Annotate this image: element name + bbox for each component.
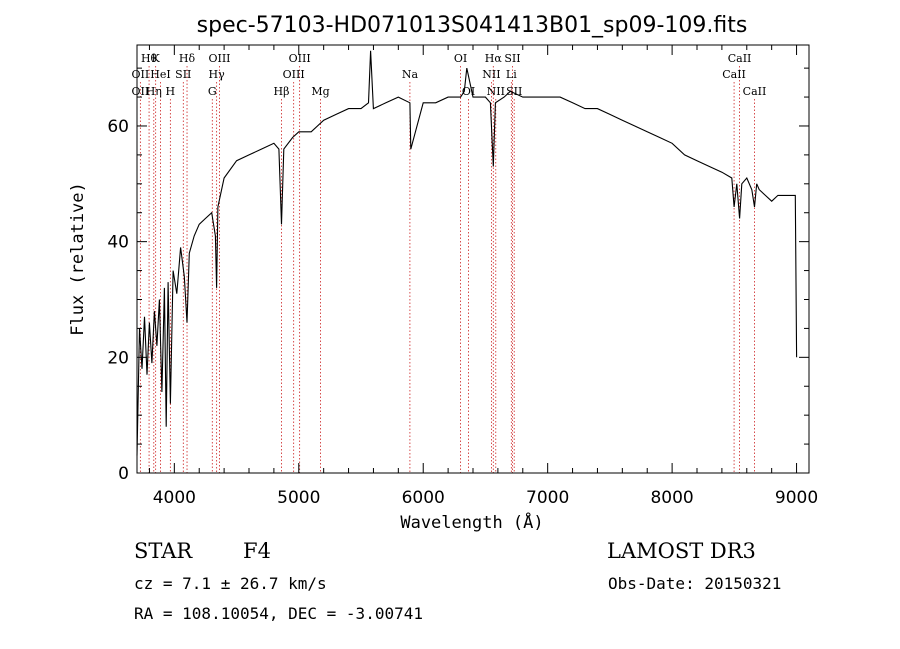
spectral-line-label: OII <box>132 85 150 98</box>
spectral-line-label: HeI <box>150 68 170 81</box>
y-tick-label: 60 <box>107 117 129 137</box>
y-axis-ticks: 0 20 40 60 <box>107 67 809 484</box>
spectral-line-label: OII <box>132 68 150 81</box>
y-tick-label: 20 <box>107 348 129 368</box>
observation-date: Obs-Date: 20150321 <box>608 574 782 593</box>
spectral-line-label: SII <box>175 68 191 81</box>
spectral-line-label: OIII <box>289 52 311 65</box>
x-tick-label: 6000 <box>402 488 445 508</box>
spectral-line-label: Hβ <box>274 85 290 98</box>
spectral-line-label: CaII <box>743 85 767 98</box>
spectral-line-label: G <box>208 85 217 98</box>
object-class: STAR <box>134 539 193 563</box>
spectral-line-label: K <box>152 52 161 65</box>
spectral-line-label: SII <box>504 52 520 65</box>
redshift-readout: cz = 7.1 ± 26.7 km/s <box>134 574 327 593</box>
y-tick-label: 0 <box>118 464 129 484</box>
x-tick-label: 9000 <box>775 488 818 508</box>
x-axis-label: Wavelength (Å) <box>400 511 543 533</box>
spectral-line-label: NII <box>482 68 500 81</box>
spectral-line-label: CaII <box>722 68 746 81</box>
spectral-line-label: OIII <box>208 52 230 65</box>
spectral-subclass: F4 <box>243 539 271 563</box>
spectral-line-label: Hθ <box>141 52 158 65</box>
chart-title: spec-57103-HD071013S041413B01_sp09-109.f… <box>197 13 748 38</box>
spectral-line-label: OIII <box>283 68 305 81</box>
x-tick-label: 8000 <box>650 488 693 508</box>
x-tick-label: 4000 <box>153 488 196 508</box>
y-axis-label: Flux (relative) <box>68 182 88 336</box>
spectral-line-label: Hα <box>485 52 503 65</box>
spectral-line-label: Mg <box>311 85 329 98</box>
spectral-line-label: Hη <box>146 85 162 98</box>
spectral-line-markers <box>139 66 755 473</box>
y-tick-label: 40 <box>107 233 129 253</box>
coordinates-readout: RA = 108.10054, DEC = -3.00741 <box>134 604 423 623</box>
x-tick-label: 7000 <box>526 488 569 508</box>
spectrum-flux-line <box>136 50 798 456</box>
x-tick-label: 5000 <box>277 488 320 508</box>
spectral-line-label: NII <box>487 85 505 98</box>
spectral-line-label: Li <box>506 68 517 81</box>
spectral-line-label: H <box>166 85 176 98</box>
spectral-line-label: CaII <box>728 52 752 65</box>
spectral-line-label: Hδ <box>179 52 196 65</box>
spectral-line-label: OI <box>454 52 467 65</box>
survey-name: LAMOST DR3 <box>607 539 756 563</box>
spectral-line-label: Hγ <box>209 68 226 81</box>
spectral-line-label: Na <box>402 68 419 81</box>
plot-frame <box>136 44 810 474</box>
x-axis-ticks: 4000 5000 6000 7000 8000 9000 <box>148 45 818 508</box>
